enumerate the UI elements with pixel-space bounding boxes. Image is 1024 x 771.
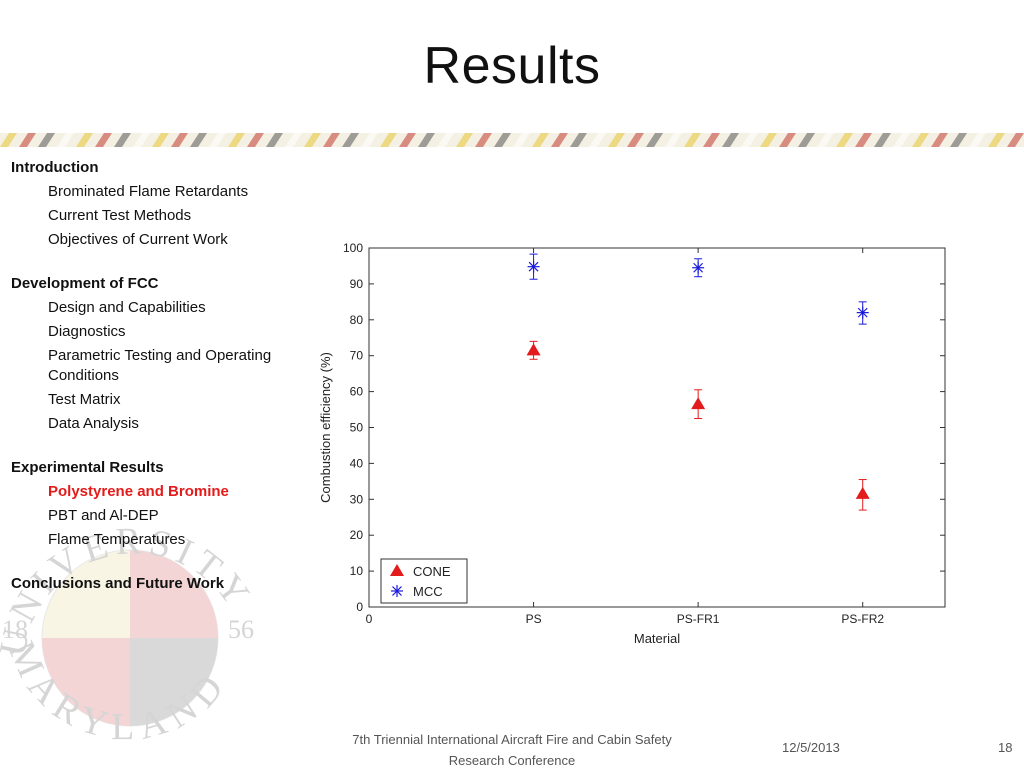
y-tick-label: 80 bbox=[350, 313, 364, 327]
cone-data-point bbox=[855, 486, 870, 499]
combustion-efficiency-chart: 0 10 20 30 40 50 60 70 80 90 100 0 PS PS-FR1 PS-FR2 Mat… bbox=[318, 241, 946, 646]
x-tick-label: PS bbox=[526, 612, 542, 626]
y-tick-label: 0 bbox=[356, 600, 363, 614]
y-tick-label: 70 bbox=[350, 349, 364, 363]
legend-marker-mcc bbox=[391, 585, 403, 597]
x-axis-label: Material bbox=[634, 631, 680, 646]
nav-introduction: Introduction bbox=[11, 159, 99, 176]
x-tick-label: PS-FR2 bbox=[841, 612, 884, 626]
nav-item-flame-temperatures: Flame Temperatures bbox=[48, 531, 186, 548]
nav-item-pbt-and-al-dep: PBT and Al-DEP bbox=[48, 507, 159, 524]
slide-title: Results bbox=[423, 37, 601, 95]
nav-item-polystyrene-and-bromine: Polystyrene and Bromine bbox=[48, 483, 229, 500]
mcc-data-point bbox=[692, 261, 705, 274]
nav-development-of-fcc: Development of FCC bbox=[11, 275, 159, 292]
seal-year-left: 18 bbox=[2, 615, 28, 644]
y-tick-label: 30 bbox=[350, 492, 364, 506]
cone-data-point bbox=[691, 397, 706, 410]
y-tick-label: 40 bbox=[350, 456, 364, 470]
nav-item-current-test-methods: Current Test Methods bbox=[48, 207, 192, 224]
nav-experimental-results: Experimental Results bbox=[11, 459, 164, 476]
legend-label-cone: CONE bbox=[413, 564, 451, 579]
y-tick-label: 90 bbox=[350, 277, 364, 291]
y-tick-label: 100 bbox=[343, 241, 363, 255]
legend-marker-cone bbox=[390, 564, 404, 576]
nav-item-objectives-of-current-work: Objectives of Current Work bbox=[48, 231, 228, 248]
x-tick-label: PS-FR1 bbox=[677, 612, 720, 626]
university-seal-watermark: UNIVERSITY OF MARYLAND 18 56 bbox=[0, 488, 254, 748]
x-tick-label: 0 bbox=[366, 612, 373, 626]
mcc-data-point bbox=[856, 306, 869, 319]
nav-item-parametric-testing: Parametric Testing and Operating Conditi… bbox=[48, 347, 272, 384]
y-tick-label: 20 bbox=[350, 528, 364, 542]
nav-item-test-matrix: Test Matrix bbox=[48, 391, 121, 408]
cone-data-point bbox=[526, 343, 541, 356]
legend-label-mcc: MCC bbox=[413, 584, 443, 599]
y-tick-label: 60 bbox=[350, 385, 364, 399]
nav-item-brominated-flame-retardants: Brominated Flame Retardants bbox=[48, 183, 249, 200]
nav-item-data-analysis: Data Analysis bbox=[48, 415, 139, 432]
mcc-data-point bbox=[527, 260, 540, 273]
footer-conference: 7th Triennial International Aircraft Fir… bbox=[352, 732, 672, 768]
y-axis-label: Combustion efficiency (%) bbox=[318, 352, 333, 503]
plot-frame bbox=[368, 247, 946, 608]
footer-page-number: 18 bbox=[998, 740, 1013, 755]
nav-item-diagnostics: Diagnostics bbox=[48, 323, 126, 340]
y-tick-label: 10 bbox=[350, 564, 364, 578]
seal-year-right: 56 bbox=[228, 615, 254, 644]
section-outline: Introduction Brominated Flame Retardants… bbox=[11, 158, 301, 594]
maryland-flag-stripe bbox=[0, 133, 1024, 147]
footer-date: 12/5/2013 bbox=[782, 740, 840, 755]
nav-item-design-and-capabilities: Design and Capabilities bbox=[48, 299, 206, 316]
y-tick-label: 50 bbox=[350, 421, 364, 435]
nav-conclusions-and-future-work: Conclusions and Future Work bbox=[11, 575, 225, 592]
chart-legend: CONE MCC bbox=[380, 558, 468, 604]
